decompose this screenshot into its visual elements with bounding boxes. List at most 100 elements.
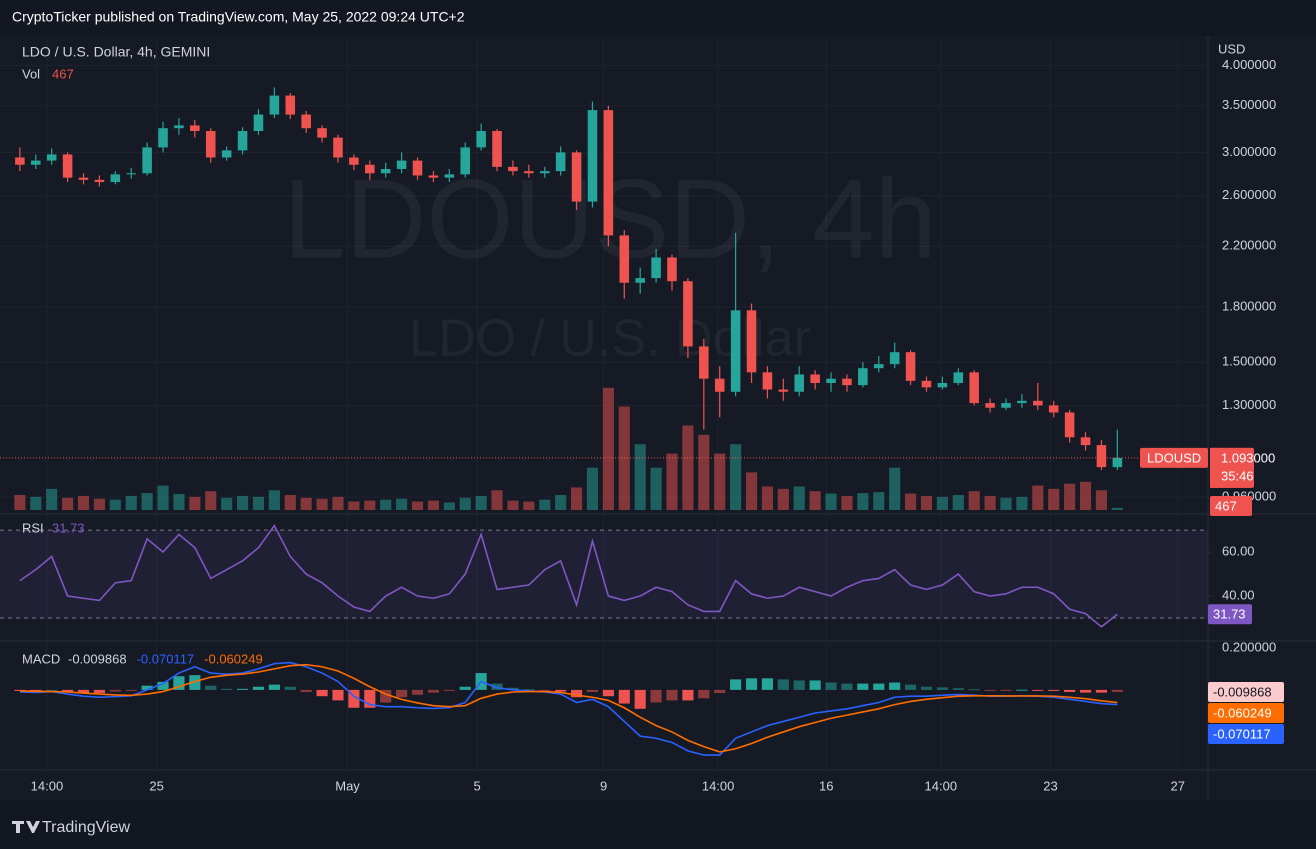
volume-bar <box>698 434 710 510</box>
histogram-bar <box>364 689 376 708</box>
histogram-bar <box>841 683 853 690</box>
histogram-bar <box>157 681 169 690</box>
y-tick-label: 60.00 <box>1222 544 1255 559</box>
histogram-bar <box>125 689 137 691</box>
volume-bar <box>984 495 996 510</box>
histogram-bar <box>889 682 901 690</box>
histogram-bar <box>634 689 646 709</box>
volume-bar <box>109 499 121 510</box>
candle-body <box>1017 400 1027 404</box>
histogram-bar <box>427 689 439 693</box>
histogram-bar <box>1064 689 1076 692</box>
histogram-bar <box>332 689 344 701</box>
volume-bar <box>825 493 837 510</box>
histogram-bar <box>825 682 837 690</box>
candle-body <box>1033 400 1043 406</box>
candle-body <box>349 157 359 165</box>
candle-body <box>46 154 57 161</box>
candle-body <box>317 128 327 138</box>
histogram-bar <box>14 689 26 691</box>
volume-bar <box>189 496 201 510</box>
x-tick-label: 14:00 <box>925 778 958 793</box>
candle-body <box>508 166 518 172</box>
candle-body <box>158 128 168 148</box>
volume-bar <box>570 487 583 510</box>
candle-body <box>269 95 280 115</box>
volume-bar <box>46 488 58 510</box>
volume-bar <box>252 496 265 510</box>
volume-bar <box>586 467 599 510</box>
candle-body <box>301 114 311 129</box>
macd-legend-value: -0.070117 <box>137 651 195 666</box>
candle-body <box>603 110 614 236</box>
x-tick-label: 5 <box>474 778 481 793</box>
histogram-bar <box>46 689 58 691</box>
histogram-bar <box>618 689 630 704</box>
volume-bar <box>1016 496 1028 510</box>
volume-bar <box>62 497 74 510</box>
histogram-bar <box>268 684 280 690</box>
candle-body <box>78 177 89 180</box>
candle-body <box>953 372 964 383</box>
histogram-bar <box>443 689 455 691</box>
candle-body <box>333 137 343 158</box>
histogram-bar <box>1095 689 1108 693</box>
volume-bar <box>93 498 105 510</box>
candle-body <box>285 95 296 115</box>
candle-body <box>31 160 41 165</box>
histogram-bar <box>523 689 535 691</box>
volume-bar <box>284 494 296 510</box>
histogram-tag: -0.009868 <box>1213 684 1272 699</box>
candle-body <box>460 147 470 175</box>
candle-body <box>651 257 661 279</box>
y-tick-label: 2.600000 <box>1222 187 1276 202</box>
histogram-bar <box>539 689 551 691</box>
candle-body <box>937 382 948 388</box>
y-tick-label: 1.800000 <box>1222 298 1276 313</box>
candle-body <box>94 179 105 183</box>
volume-bar <box>523 501 535 510</box>
macd-tag: -0.070117 <box>1213 726 1271 741</box>
volume-bar <box>1000 497 1012 510</box>
volume-bar <box>761 486 773 510</box>
candle-body <box>810 374 820 383</box>
histogram-bar <box>284 686 296 690</box>
volume-bar <box>745 472 758 510</box>
histogram-bar <box>968 689 980 691</box>
histogram-bar <box>873 683 885 690</box>
signal-tag: -0.060249 <box>1213 705 1272 720</box>
volume-bar <box>268 490 280 510</box>
candle-body <box>730 310 741 392</box>
histogram-bar <box>682 689 694 701</box>
volume-bar <box>889 467 901 510</box>
candle-body <box>714 378 725 392</box>
signal-legend-value: -0.060249 <box>204 651 263 666</box>
candle-body <box>237 130 248 151</box>
candle-body <box>762 372 773 390</box>
volume-bar <box>364 500 376 510</box>
histogram-bar <box>1032 689 1044 691</box>
legend-title: LDO / U.S. Dollar, 4h, GEMINI <box>22 44 210 60</box>
candle-body <box>587 110 598 202</box>
candle-body <box>380 168 391 174</box>
histogram-bar <box>777 679 789 690</box>
watermark-subtitle: LDO / U.S. Dollar <box>409 310 811 368</box>
histogram-bar <box>173 676 185 690</box>
candle-body <box>635 278 645 283</box>
candle-body <box>858 368 868 386</box>
volume-bar <box>666 453 678 510</box>
volume-bar <box>809 491 821 510</box>
y-tick-label: 2.200000 <box>1222 238 1276 253</box>
candle-body <box>1064 412 1075 438</box>
candle-body <box>1112 457 1123 468</box>
volume-bar <box>857 493 869 510</box>
volume-bar <box>682 425 694 510</box>
candle-body <box>174 125 184 129</box>
signal-tag-bg <box>1208 702 1284 723</box>
candle-body <box>365 164 375 174</box>
candle-body <box>873 364 884 369</box>
volume-bar <box>555 494 567 510</box>
y-tick-label: 0.200000 <box>1222 639 1276 654</box>
candle-body <box>921 380 932 388</box>
volume-bar <box>157 485 169 510</box>
